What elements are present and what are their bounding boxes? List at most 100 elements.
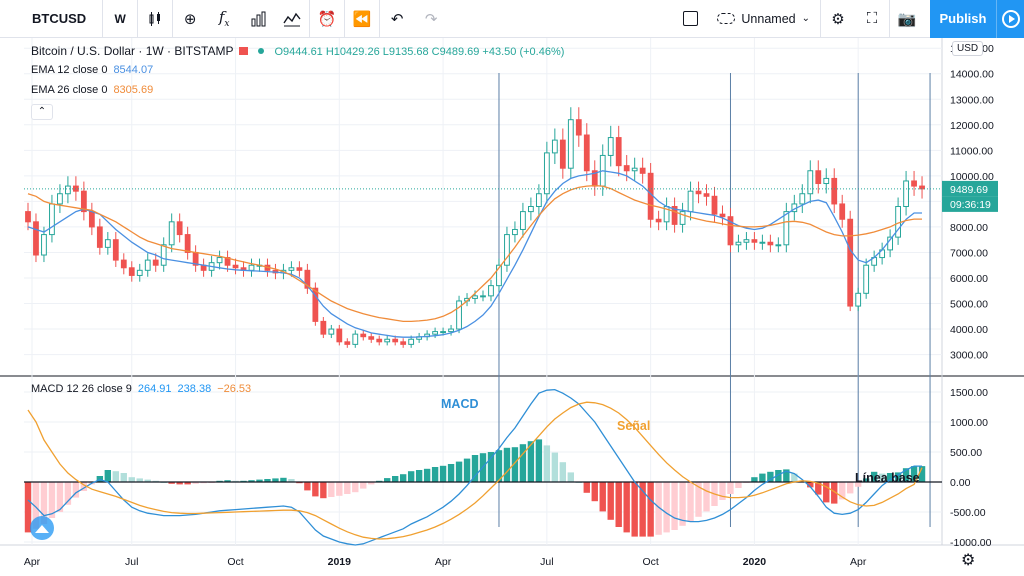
histogram-bar bbox=[407, 471, 415, 482]
publish-play-button[interactable] bbox=[996, 0, 1024, 38]
histogram-bar bbox=[894, 472, 902, 482]
ema12-line bbox=[27, 170, 922, 338]
compare-plus-icon[interactable]: ⊕ bbox=[183, 10, 197, 28]
histogram-bar bbox=[384, 478, 391, 482]
histogram-bar bbox=[687, 482, 694, 522]
signal-value: 238.38 bbox=[177, 383, 212, 395]
histogram-bar bbox=[807, 482, 814, 488]
indicators-fx-icon[interactable]: fx bbox=[218, 8, 230, 29]
market-status-icon bbox=[258, 48, 265, 54]
candle-body bbox=[831, 177, 838, 205]
candle-body bbox=[320, 320, 327, 335]
histogram-bar bbox=[128, 477, 135, 482]
countdown-label: 09:36:19 bbox=[950, 199, 991, 211]
histogram-bar bbox=[168, 482, 175, 484]
histogram-bar bbox=[759, 473, 766, 482]
price-tick-label: 13000.00 bbox=[950, 94, 994, 106]
candle-body bbox=[719, 213, 726, 218]
fullscreen-icon[interactable]: ⛶ bbox=[866, 10, 878, 27]
fullscreen-layout-icon[interactable] bbox=[673, 0, 707, 38]
macd-tick-label: -1000.00 bbox=[950, 537, 992, 549]
settings-gear-icon[interactable]: ⚙ bbox=[831, 10, 845, 28]
chevron-down-icon: ⌄ bbox=[801, 13, 810, 24]
histogram-bar bbox=[336, 482, 343, 496]
financials-icon[interactable] bbox=[241, 0, 275, 38]
time-axis-label: Apr bbox=[435, 556, 452, 568]
alert-clock-icon[interactable]: ⏰ bbox=[317, 10, 337, 28]
redo-icon[interactable]: ↷ bbox=[424, 10, 438, 28]
candle-body bbox=[312, 287, 319, 322]
candle-body bbox=[863, 264, 870, 294]
candle-body bbox=[232, 264, 239, 269]
candle-body bbox=[136, 269, 143, 276]
layout-menu-button[interactable]: Unnamed ⌄ bbox=[707, 0, 820, 38]
currency-tag[interactable]: USD bbox=[952, 41, 984, 56]
replay-icon[interactable]: ⏪ bbox=[352, 10, 372, 28]
histogram-bar bbox=[559, 462, 567, 482]
histogram-bar bbox=[862, 478, 870, 482]
histogram-bar bbox=[535, 439, 543, 482]
histogram-bar bbox=[328, 482, 335, 497]
candle-body bbox=[520, 211, 526, 230]
histogram-bar bbox=[144, 479, 151, 482]
candle-body bbox=[703, 193, 710, 197]
time-axis-label: Apr bbox=[850, 556, 867, 568]
candle-body bbox=[815, 170, 822, 185]
candle-body bbox=[839, 203, 846, 220]
templates-icon[interactable] bbox=[275, 0, 309, 38]
ema26-line bbox=[27, 184, 922, 323]
histogram-bar bbox=[775, 470, 782, 482]
time-axis-label: Jul bbox=[540, 556, 553, 568]
macd-legend[interactable]: MACD 12 26 close 9 264.91 238.38 −26.53 bbox=[31, 383, 251, 395]
candles-icon[interactable] bbox=[138, 0, 172, 38]
top-toolbar: BTCUSD W ⊕ fx ⏰ ⏪ ↶ ↷ Unnamed ⌄ ⚙ ⛶ 📷 Pu… bbox=[0, 0, 1024, 38]
histogram-bar bbox=[64, 482, 72, 505]
candle-body bbox=[543, 152, 550, 195]
histogram-bar bbox=[583, 482, 590, 493]
histogram-bar bbox=[32, 482, 40, 529]
candle-body bbox=[472, 295, 478, 299]
candle-body bbox=[112, 239, 119, 261]
histogram-bar bbox=[192, 482, 199, 484]
candle-body bbox=[823, 177, 830, 185]
candle-body bbox=[711, 195, 718, 215]
candle-body bbox=[176, 221, 183, 236]
histogram-bar bbox=[120, 473, 127, 482]
candle-body bbox=[855, 292, 862, 307]
histogram-value: −26.53 bbox=[217, 383, 252, 395]
candle-body bbox=[376, 338, 383, 343]
histogram-bar bbox=[639, 482, 646, 537]
price-tick-label: 12000.00 bbox=[950, 120, 994, 132]
histogram-bar bbox=[112, 471, 119, 482]
undo-icon[interactable]: ↶ bbox=[390, 10, 404, 28]
price-legend: Bitcoin / U.S. Dollar · 1W · BITSTAMP O94… bbox=[31, 44, 564, 58]
histogram-bar bbox=[431, 467, 439, 482]
symbol-search-button[interactable]: BTCUSD bbox=[32, 10, 87, 26]
ema26-legend[interactable]: EMA 26 close 0 8305.69 bbox=[31, 84, 153, 96]
ema12-legend[interactable]: EMA 12 close 0 8544.07 bbox=[31, 64, 153, 76]
histogram-bar bbox=[272, 478, 279, 482]
histogram-bar bbox=[24, 482, 32, 533]
macd-label: MACD 12 26 close 9 bbox=[31, 383, 132, 395]
axis-settings-gear-icon[interactable]: ⚙ bbox=[961, 552, 976, 569]
macd-annotation: MACD bbox=[441, 397, 479, 411]
square-icon bbox=[682, 11, 698, 26]
tradingview-logo-icon[interactable] bbox=[30, 516, 54, 540]
candle-body bbox=[96, 226, 103, 248]
collapse-legend-button[interactable]: ⌃ bbox=[31, 104, 53, 120]
histogram-bar bbox=[599, 482, 606, 512]
candle-body bbox=[328, 328, 335, 335]
last-price-tag bbox=[942, 180, 998, 197]
candle-body bbox=[847, 218, 854, 307]
histogram-bar bbox=[831, 482, 838, 504]
histogram-bar bbox=[870, 471, 878, 482]
candle-body bbox=[432, 331, 438, 335]
publish-button[interactable]: Publish bbox=[930, 0, 996, 38]
interval-button[interactable]: W bbox=[114, 11, 126, 26]
snapshot-camera-icon[interactable]: 📷 bbox=[897, 10, 917, 28]
signal-line bbox=[27, 401, 923, 540]
histogram-bar bbox=[623, 482, 630, 533]
histogram-bar bbox=[847, 482, 854, 494]
histogram-bar bbox=[56, 482, 64, 512]
